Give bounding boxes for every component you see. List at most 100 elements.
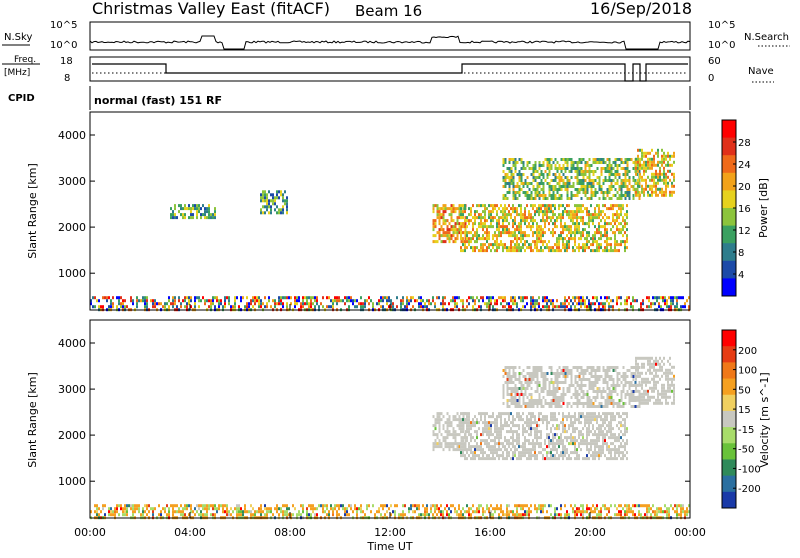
echo-cell xyxy=(515,161,517,164)
echo-cell xyxy=(178,204,180,207)
echo-cell xyxy=(509,405,511,408)
echo-cell xyxy=(336,299,338,302)
echo-cell xyxy=(578,204,580,207)
echo-cell xyxy=(666,513,668,516)
echo-cell xyxy=(542,507,544,510)
colorbar-tick-label: 24 xyxy=(738,160,751,171)
echo-cell xyxy=(572,222,574,225)
echo-cell xyxy=(636,504,638,507)
echo-cell xyxy=(437,418,439,421)
echo-cell xyxy=(665,173,667,176)
echo-cell xyxy=(512,210,514,213)
echo-cell xyxy=(486,424,488,427)
echo-cell xyxy=(560,442,562,445)
echo-cell xyxy=(555,405,557,408)
echo-cell xyxy=(520,219,522,222)
echo-cell xyxy=(612,213,614,216)
echo-cell xyxy=(578,457,580,460)
echo-cell xyxy=(457,418,459,421)
echo-cell xyxy=(512,299,514,302)
echo-cell xyxy=(194,302,196,305)
echo-cell xyxy=(468,243,470,246)
echo-cell xyxy=(538,234,540,237)
echo-cell xyxy=(534,305,536,308)
echo-cell xyxy=(188,207,190,210)
echo-cell xyxy=(610,433,612,436)
echo-cell xyxy=(408,507,410,510)
echo-cell xyxy=(519,393,521,396)
echo-cell xyxy=(455,210,457,213)
echo-cell xyxy=(266,513,268,516)
echo-cell xyxy=(288,507,290,510)
echo-cell xyxy=(480,249,482,252)
echo-cell xyxy=(586,213,588,216)
echo-cell xyxy=(148,510,150,513)
echo-cell xyxy=(618,216,620,219)
echo-cell xyxy=(286,296,288,299)
echo-cell xyxy=(648,305,650,308)
echo-cell xyxy=(552,234,554,237)
echo-cell xyxy=(628,296,630,299)
echo-cell xyxy=(516,507,518,510)
echo-cell xyxy=(262,510,264,513)
echo-cell xyxy=(310,507,312,510)
echo-cell xyxy=(620,445,622,448)
echo-cell xyxy=(599,366,601,369)
echo-cell xyxy=(580,305,582,308)
echo-cell xyxy=(465,228,467,231)
echo-cell xyxy=(513,197,515,200)
echo-cell xyxy=(246,296,248,299)
echo-cell xyxy=(608,243,610,246)
echo-cell xyxy=(545,194,547,197)
echo-cell xyxy=(614,231,616,234)
echo-cell xyxy=(517,390,519,393)
echo-cell xyxy=(412,504,414,507)
echo-cell xyxy=(445,231,447,234)
echo-cell xyxy=(548,504,550,507)
echo-cell xyxy=(516,305,518,308)
echo-cell xyxy=(592,234,594,237)
echo-cell xyxy=(640,513,642,516)
echo-cell xyxy=(612,448,614,451)
echo-cell xyxy=(490,299,492,302)
echo-cell xyxy=(552,213,554,216)
echo-cell xyxy=(582,302,584,305)
echo-cell xyxy=(554,513,556,516)
echo-cell xyxy=(602,451,604,454)
echo-cell xyxy=(437,412,439,415)
echo-cell xyxy=(652,510,654,513)
echo-cell xyxy=(508,228,510,231)
echo-cell xyxy=(462,305,464,308)
echo-cell xyxy=(601,185,603,188)
echo-cell xyxy=(500,454,502,457)
echo-cell xyxy=(620,231,622,234)
echo-cell xyxy=(564,237,566,240)
echo-cell xyxy=(574,457,576,460)
echo-cell xyxy=(447,430,449,433)
echo-cell xyxy=(468,240,470,243)
echo-cell xyxy=(565,378,567,381)
echo-cell xyxy=(554,222,556,225)
echo-cell xyxy=(568,436,570,439)
echo-cell xyxy=(509,375,511,378)
echo-cell xyxy=(524,439,526,442)
echo-cell xyxy=(433,234,435,237)
echo-cell xyxy=(540,234,542,237)
echo-cell xyxy=(482,225,484,228)
echo-cell xyxy=(523,384,525,387)
echo-cell xyxy=(294,299,296,302)
echo-cell xyxy=(516,246,518,249)
echo-cell xyxy=(208,216,210,219)
echo-cell xyxy=(572,439,574,442)
echo-cell xyxy=(140,299,142,302)
echo-cell xyxy=(546,210,548,213)
echo-cell xyxy=(480,433,482,436)
echo-cell xyxy=(184,299,186,302)
echo-cell xyxy=(518,418,520,421)
echo-cell xyxy=(640,302,642,305)
echo-cell xyxy=(380,296,382,299)
echo-cell xyxy=(657,152,659,155)
echo-cell xyxy=(637,161,639,164)
echo-cell xyxy=(116,305,118,308)
echo-cell xyxy=(502,412,504,415)
